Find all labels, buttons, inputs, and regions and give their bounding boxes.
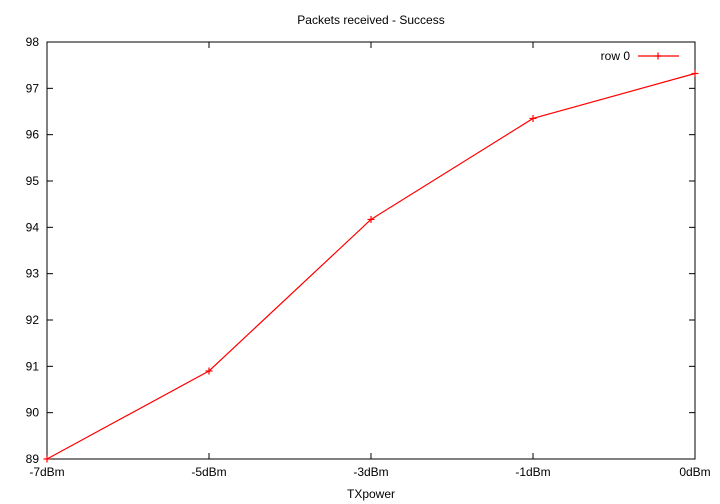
- y-tick-label: 94: [26, 220, 40, 234]
- plot-area: [46, 41, 696, 460]
- data-point-marker: [691, 70, 699, 78]
- x-tick-label: -1dBm: [515, 465, 550, 479]
- legend: row 0: [601, 49, 679, 63]
- y-tick-label: 98: [26, 35, 40, 49]
- chart-title: Packets received - Success: [297, 13, 444, 27]
- y-tick-label: 92: [26, 313, 40, 327]
- plot-border: [46, 41, 696, 460]
- x-tick-label: -5dBm: [191, 465, 226, 479]
- x-axis-title: TXpower: [347, 487, 395, 501]
- x-tick-label: -7dBm: [29, 465, 64, 479]
- x-tick-label: -3dBm: [353, 465, 388, 479]
- y-tick-label: 89: [26, 452, 40, 466]
- data-point-marker: [529, 114, 537, 122]
- y-axis: 89 90 91 92 93 94 95 96 97 98: [26, 35, 695, 466]
- y-tick-label: 97: [26, 81, 40, 95]
- data-point-marker: [367, 215, 375, 223]
- series-layer: [43, 70, 699, 463]
- y-tick-label: 95: [26, 174, 40, 188]
- series-line-row-0: [46, 72, 696, 460]
- y-tick-label: 93: [26, 267, 40, 281]
- legend-label-row-0: row 0: [601, 49, 631, 63]
- data-point-marker: [43, 455, 51, 463]
- x-axis: -7dBm -5dBm -3dBm -1dBm 0dBm: [29, 42, 711, 479]
- y-tick-label: 96: [26, 128, 40, 142]
- y-tick-label: 90: [26, 406, 40, 420]
- y-tick-label: 91: [26, 359, 40, 373]
- x-tick-label: 0dBm: [679, 465, 710, 479]
- data-point-marker: [205, 367, 213, 375]
